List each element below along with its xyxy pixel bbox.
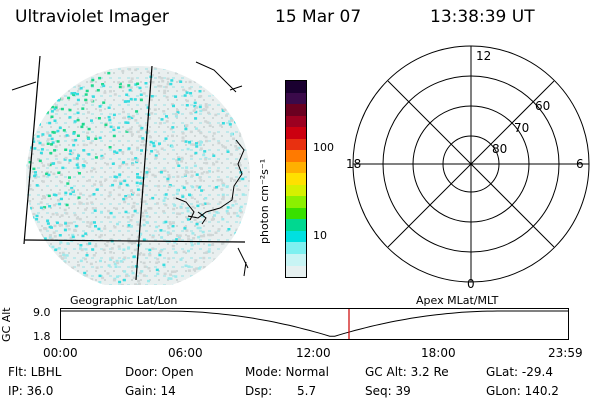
status-dsp-value: 5.7	[297, 384, 317, 398]
colorbar-segment	[286, 230, 306, 243]
parallel-line	[24, 239, 246, 243]
status-glon: GLon: 140.2	[486, 384, 559, 398]
colorbar-tick-100: 100	[313, 141, 334, 154]
colorbar-segment	[286, 127, 306, 139]
colorbar-segment	[286, 138, 306, 151]
colorbar-segment	[286, 81, 306, 93]
colorbar-segment	[286, 92, 306, 105]
status-ip: IP: 36.0	[8, 384, 54, 398]
coastline	[237, 247, 249, 277]
colorbar-unit-label: photon cm⁻²s⁻¹	[258, 158, 271, 244]
colorbar-segment	[286, 173, 306, 185]
mlt-label-18: 18	[346, 157, 361, 171]
colorbar-segment	[286, 150, 306, 162]
status-glat: GLat: -29.4	[486, 365, 553, 379]
lat-label-60: 60	[535, 99, 550, 113]
meridian-line	[23, 55, 41, 245]
colorbar-segment	[286, 104, 306, 116]
coastline	[175, 197, 207, 225]
time-label: 13:38:39 UT	[430, 7, 535, 27]
lat-label-80: 80	[492, 142, 507, 156]
lat-label-70: 70	[514, 121, 529, 135]
status-mode: Mode: Normal	[245, 365, 329, 379]
x-tick-1800: 18:00	[421, 346, 456, 360]
geo-caption: Geographic Lat/Lon	[70, 294, 178, 307]
timeline-track[interactable]	[60, 308, 572, 340]
meridian-line	[135, 65, 153, 281]
altitude-curve	[60, 310, 569, 337]
apex-caption: Apex MLat/MLT	[416, 294, 499, 307]
instrument-title: Ultraviolet Imager	[15, 7, 169, 27]
status-gain: Gain: 14	[125, 384, 176, 398]
status-seq: Seq: 39	[365, 384, 411, 398]
x-tick-0600: 06:00	[168, 346, 203, 360]
colorbar-segment	[286, 253, 306, 266]
status-door: Door: Open	[125, 365, 194, 379]
colorbar-segment	[286, 207, 306, 220]
colorbar-segment	[286, 265, 306, 278]
coastline	[195, 61, 243, 93]
y-tick-bottom: 1.8	[33, 330, 51, 343]
status-flt: Flt: LBHL	[8, 365, 62, 379]
colorbar-segment	[286, 161, 306, 174]
timeline-y-label: GC Alt	[0, 307, 13, 342]
colorbar-segment	[286, 219, 306, 231]
y-tick-top: 9.0	[33, 306, 51, 319]
mlt-label-0: 0	[467, 277, 475, 291]
polar-plot: 12 18 6 0 60 70 80	[346, 45, 590, 291]
x-tick-2359: 23:59	[548, 346, 583, 360]
colorbar-segment	[286, 115, 306, 128]
mlt-label-6: 6	[576, 157, 584, 171]
colorbar-segment	[286, 242, 306, 254]
auroral-image-panel	[11, 55, 250, 285]
status-gc-alt: GC Alt: 3.2 Re	[365, 365, 449, 379]
x-tick-0000: 00:00	[43, 346, 78, 360]
date-label: 15 Mar 07	[275, 7, 362, 27]
status-dsp-label: Dsp:	[245, 384, 273, 398]
x-tick-1200: 12:00	[296, 346, 331, 360]
timeline-frame	[60, 308, 569, 340]
color-bar	[285, 80, 307, 278]
colorbar-segment	[286, 184, 306, 197]
parallel-line	[11, 81, 37, 91]
colorbar-tick-10: 10	[313, 229, 327, 242]
polar-diagonal	[387, 80, 555, 248]
colorbar-segment	[286, 196, 306, 208]
mlt-label-12: 12	[476, 49, 491, 63]
